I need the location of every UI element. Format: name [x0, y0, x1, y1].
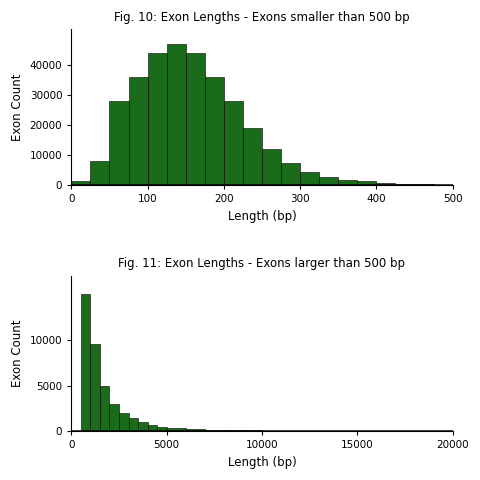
Bar [414, 184, 433, 185]
Bar [300, 171, 319, 185]
Bar [224, 101, 243, 185]
Bar [262, 431, 300, 432]
Bar [300, 431, 338, 432]
Bar [129, 77, 147, 185]
Y-axis label: Exon Count: Exon Count [11, 73, 24, 141]
X-axis label: Length (bp): Length (bp) [228, 456, 296, 469]
Bar [109, 404, 119, 432]
Bar [72, 180, 90, 185]
Bar [90, 161, 109, 185]
Bar [243, 128, 262, 185]
Y-axis label: Exon Count: Exon Count [11, 320, 24, 387]
Bar [119, 413, 129, 432]
Bar [167, 428, 186, 432]
Bar [100, 385, 109, 432]
Bar [376, 183, 396, 185]
Bar [396, 183, 414, 185]
Bar [243, 431, 262, 432]
Bar [81, 294, 90, 432]
Bar [338, 180, 357, 185]
X-axis label: Length (bp): Length (bp) [228, 210, 296, 223]
Bar [90, 344, 100, 432]
Bar [357, 181, 376, 185]
Title: Fig. 10: Exon Lengths - Exons smaller than 500 bp: Fig. 10: Exon Lengths - Exons smaller th… [114, 11, 410, 24]
Title: Fig. 11: Exon Lengths - Exons larger than 500 bp: Fig. 11: Exon Lengths - Exons larger tha… [119, 257, 406, 270]
Bar [138, 422, 147, 432]
Bar [319, 177, 338, 185]
Bar [186, 429, 205, 432]
Bar [224, 430, 243, 432]
Bar [157, 427, 167, 432]
Bar [205, 77, 224, 185]
Bar [281, 163, 300, 185]
Bar [167, 45, 186, 185]
Bar [147, 425, 157, 432]
Bar [186, 53, 205, 185]
Bar [262, 149, 281, 185]
Bar [147, 53, 167, 185]
Bar [205, 430, 224, 432]
Bar [109, 101, 129, 185]
Bar [129, 419, 138, 432]
